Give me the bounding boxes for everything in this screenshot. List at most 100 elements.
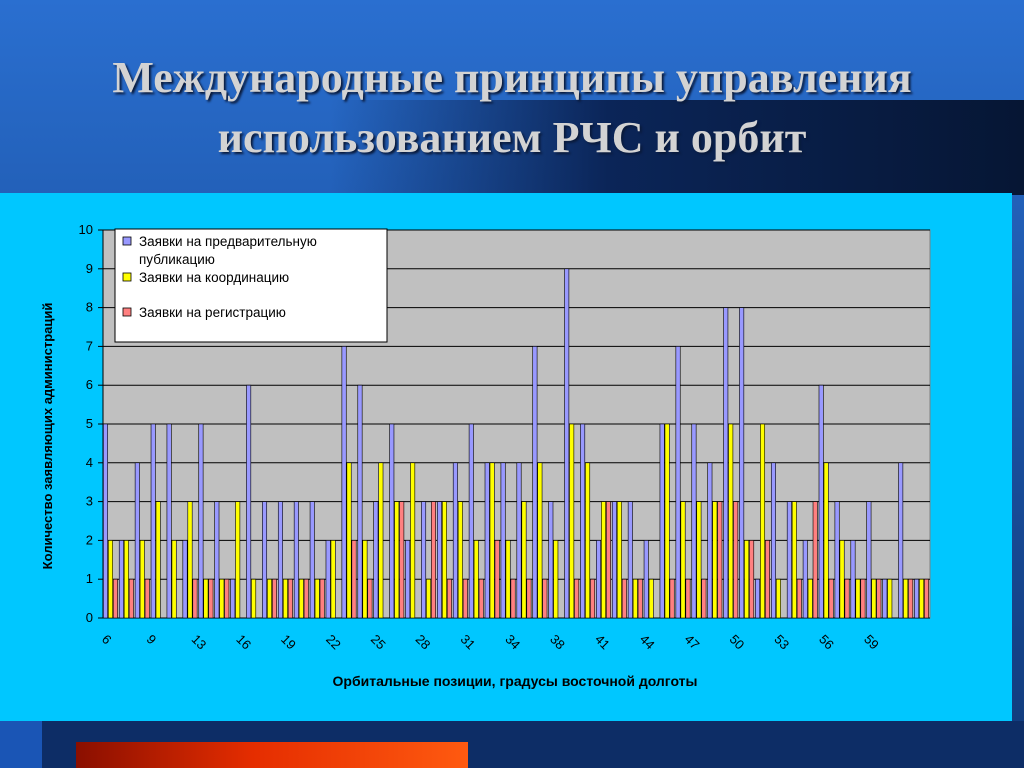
bar-registration	[303, 578, 309, 619]
y-tick-label: 9	[86, 261, 93, 276]
bar-preliminary-publication	[341, 346, 347, 619]
bar-preliminary-publication	[834, 501, 840, 619]
bar-coordination	[521, 501, 527, 619]
bar-preliminary-publication	[293, 501, 299, 619]
bar-preliminary-publication	[914, 578, 920, 619]
bar-registration	[621, 578, 627, 619]
bar-preliminary-publication	[548, 501, 554, 619]
bar-registration	[574, 578, 580, 619]
x-tick-label: 9	[144, 632, 160, 648]
bar-coordination	[394, 501, 400, 619]
bar-registration	[765, 540, 770, 619]
bar-coordination	[505, 540, 511, 619]
bar-coordination	[441, 501, 447, 619]
bar-registration	[526, 578, 532, 619]
bar-coordination	[362, 540, 368, 619]
bar-coordination	[203, 578, 209, 619]
bar-preliminary-publication	[596, 540, 602, 619]
bar-registration	[478, 578, 484, 619]
x-axis-title: Орбитальные позиции, градусы восточной д…	[333, 673, 698, 689]
bar-coordination	[282, 578, 288, 619]
bar-registration	[605, 501, 611, 619]
bar-coordination	[887, 578, 893, 619]
bar-preliminary-publication	[532, 346, 538, 619]
bar-preliminary-publication	[389, 423, 395, 619]
legend-label-1-line: публикацию	[139, 252, 215, 267]
bar-coordination	[235, 501, 241, 619]
bar-coordination	[346, 462, 352, 619]
y-tick-label: 2	[86, 532, 93, 547]
bar-coordination	[123, 540, 129, 619]
x-tick-label: 47	[682, 632, 703, 653]
bar-registration	[128, 578, 134, 619]
bar-preliminary-publication	[150, 423, 156, 619]
bar-preliminary-publication	[627, 501, 633, 619]
bar-coordination	[107, 540, 113, 619]
bar-registration	[590, 578, 596, 619]
bar-registration	[796, 578, 802, 619]
legend-label-1-line: Заявки на предварительную	[139, 234, 317, 249]
bar-registration	[287, 578, 293, 619]
bar-coordination	[569, 423, 575, 619]
bar-coordination	[219, 578, 225, 619]
bar-preliminary-publication	[421, 501, 427, 619]
bar-registration	[733, 501, 739, 619]
bar-coordination	[330, 540, 336, 619]
legend-label-2: Заявки на координацию	[139, 270, 289, 285]
bar-registration	[828, 578, 834, 619]
bar-preliminary-publication	[484, 462, 490, 619]
bar-coordination	[314, 578, 320, 619]
bar-coordination	[712, 501, 718, 619]
y-tick-label: 8	[86, 300, 93, 315]
bar-coordination	[378, 462, 384, 619]
title-line-2: использованием РЧС и орбит	[217, 113, 807, 162]
bar-registration	[717, 501, 723, 619]
bar-registration	[319, 578, 325, 619]
y-axis-title: Количество заявляющих администраций	[40, 303, 55, 570]
x-tick-label: 56	[816, 632, 837, 653]
x-tick-label: 28	[413, 632, 434, 653]
bar-registration	[446, 578, 452, 619]
bar-coordination	[410, 462, 416, 619]
x-tick-label: 53	[771, 632, 792, 653]
bar-coordination	[473, 540, 479, 619]
x-tick-label: 16	[233, 632, 254, 653]
x-tick-label: 6	[99, 632, 115, 648]
bar-registration	[812, 501, 818, 619]
bar-coordination	[839, 540, 845, 619]
bar-coordination	[791, 501, 797, 619]
bar-preliminary-publication	[675, 346, 681, 619]
x-tick-label: 25	[368, 632, 389, 653]
bar-coordination	[601, 501, 606, 619]
bar-registration	[431, 501, 437, 619]
y-tick-label: 7	[86, 338, 93, 353]
bar-registration	[637, 578, 643, 619]
x-tick-label: 19	[278, 632, 299, 653]
bar-registration	[510, 578, 516, 619]
bar-coordination	[553, 540, 559, 619]
bar-coordination	[728, 423, 734, 619]
bar-coordination	[760, 423, 766, 619]
bar-registration	[685, 578, 691, 619]
bar-preliminary-publication	[580, 423, 586, 619]
bar-registration	[367, 578, 373, 619]
x-tick-label: 34	[502, 632, 523, 653]
y-tick-label: 5	[86, 416, 93, 431]
bar-preliminary-publication	[325, 540, 331, 619]
bar-registration	[208, 578, 214, 619]
bar-coordination	[267, 578, 272, 619]
legend-label-3: Заявки на регистрацию	[139, 305, 286, 320]
bar-coordination	[171, 540, 177, 619]
y-tick-label: 0	[86, 610, 93, 625]
y-tick-label: 6	[86, 377, 93, 392]
bar-preliminary-publication	[214, 501, 220, 619]
bar-registration	[908, 578, 914, 619]
bar-registration	[701, 578, 707, 619]
slide-title: Международные принципы управления исполь…	[0, 48, 1024, 168]
bar-registration	[924, 578, 930, 619]
legend-label-1: Заявки на предварительную публикацию	[139, 234, 321, 267]
bar-preliminary-publication	[564, 268, 570, 619]
bar-preliminary-publication	[246, 384, 252, 619]
bar-preliminary-publication	[882, 578, 888, 619]
